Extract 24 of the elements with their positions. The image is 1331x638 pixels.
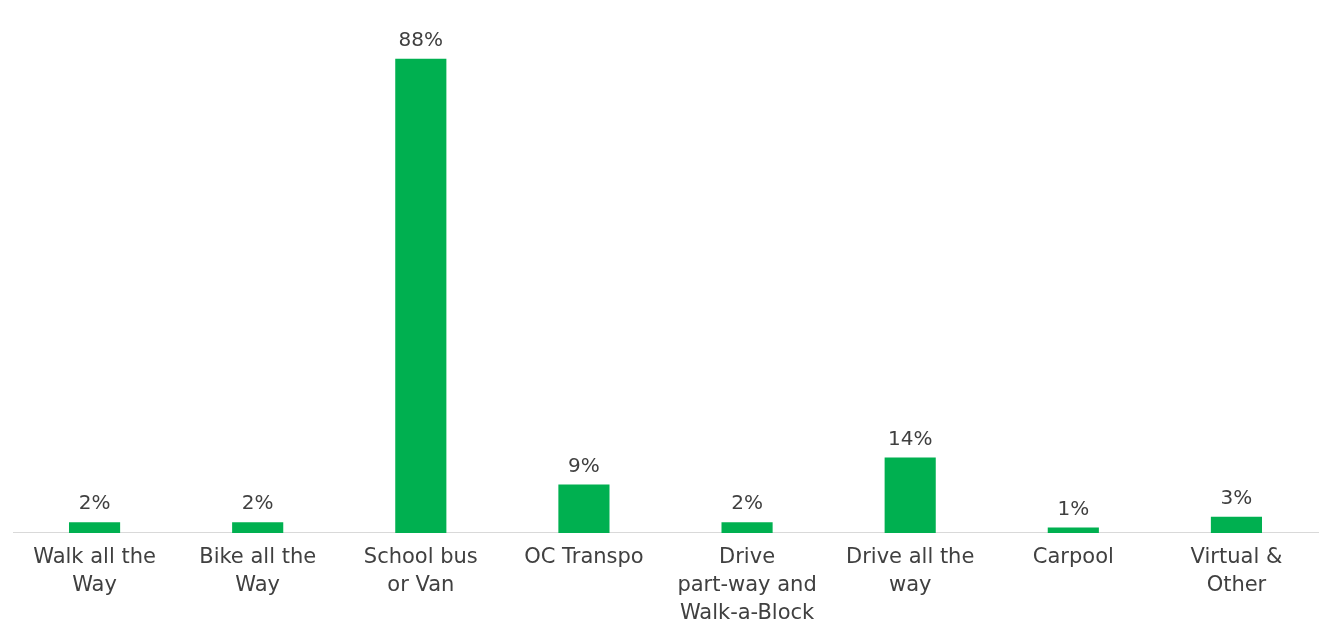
bar: [558, 484, 610, 533]
bar: [68, 522, 121, 533]
bar: [395, 58, 447, 533]
data-label: 88%: [398, 26, 444, 51]
bar: [884, 457, 936, 533]
x-tick-label: Drive all the way: [846, 543, 975, 596]
data-label: 9%: [568, 452, 600, 477]
bar: [1210, 516, 1263, 533]
x-tick-label: Bike all the Way: [199, 543, 317, 596]
bar: [1047, 527, 1099, 533]
data-label: 1%: [1057, 495, 1090, 520]
x-tick-label: Carpool: [1032, 543, 1114, 568]
x-tick-label: Drive part-way and Walk-a-Block: [677, 543, 817, 625]
data-label: 2%: [241, 490, 274, 515]
data-label: 3%: [1220, 484, 1253, 509]
x-tick-label: OC Transpo: [524, 543, 644, 568]
data-label: 2%: [78, 490, 111, 515]
x-tick-label: School bus or Van: [363, 543, 478, 596]
bar: [232, 522, 284, 533]
data-label: 2%: [731, 490, 763, 515]
bar: [721, 522, 773, 533]
x-tick-label: Walk all the Way: [33, 543, 156, 596]
data-label: 14%: [887, 425, 933, 450]
x-tick-label: Virtual & Other: [1190, 543, 1283, 596]
